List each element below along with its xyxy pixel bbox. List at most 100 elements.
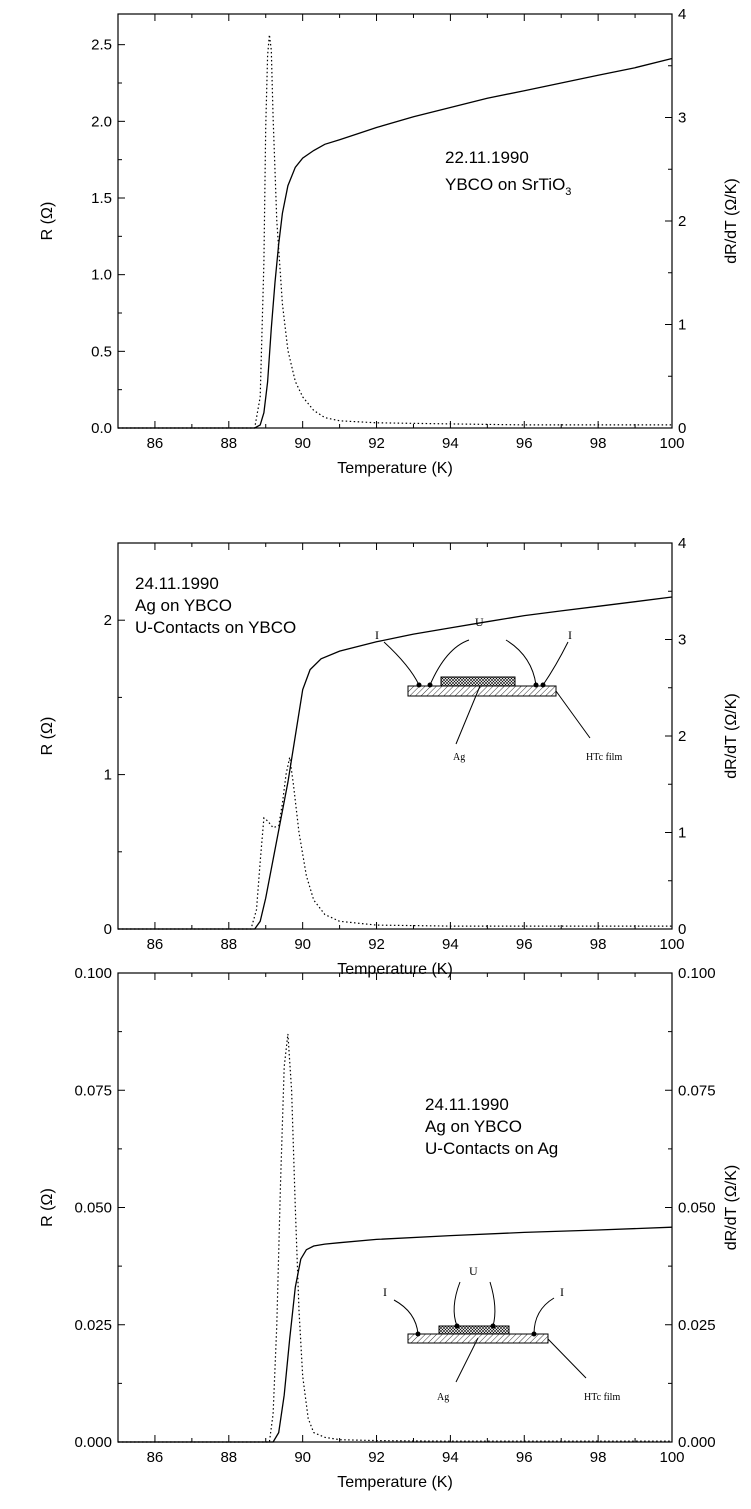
current-wire-left — [383, 641, 420, 686]
annotation-date: 22.11.1990 — [445, 148, 529, 167]
x-tick-label: 100 — [659, 1449, 684, 1466]
annotation-line: Ag on YBCO — [425, 1117, 522, 1136]
x-tick-label: 96 — [516, 435, 533, 452]
film-pointer — [547, 1338, 587, 1379]
x-axis-label: Temperature (K) — [337, 961, 453, 978]
ag-label: Ag — [437, 1392, 449, 1403]
ag-layer — [440, 676, 516, 687]
current-wire-right — [542, 641, 569, 686]
y-tick-label-left: 0.0 — [91, 420, 112, 437]
film-label: HTc film — [584, 1392, 620, 1403]
inset-schematic: I I U Ag HTc film — [375, 615, 622, 763]
y-axis-label-right: dR/dT (Ω/K) — [723, 1165, 740, 1250]
chart-panel-1: 86 88 90 92 94 96 98 100 0.0 0.5 1.0 1.5 2.0 2.5 0 1 2 3 4… — [39, 6, 740, 477]
series-line-dRdT — [118, 757, 672, 930]
annotation-line: 24.11.1990 — [425, 1095, 509, 1114]
x-tick-label: 92 — [368, 435, 385, 452]
current-wire-left — [393, 1299, 419, 1335]
current-label-left: I — [383, 1285, 387, 1299]
voltage-label: U — [469, 1264, 478, 1278]
voltage-wire-left — [429, 639, 470, 686]
y-tick-label-left: 1 — [104, 767, 112, 784]
y-tick-label-right: 0.000 — [678, 1434, 716, 1451]
x-tick-label: 94 — [442, 435, 459, 452]
ag-pointer — [455, 685, 481, 745]
annotation-sample-main: YBCO on SrTiO — [445, 175, 565, 194]
series-line-dRdT — [118, 34, 672, 429]
x-tick-label: 98 — [590, 1449, 607, 1466]
x-tick-label: 92 — [368, 1449, 385, 1466]
film-pointer — [555, 690, 591, 739]
y-tick-label-right: 3 — [678, 632, 686, 649]
y-tick-label-left: 0.025 — [74, 1317, 112, 1334]
y-axis-label-left: R (Ω) — [39, 717, 56, 756]
annotation-line: Ag on YBCO — [135, 596, 232, 615]
y-tick-label-right: 3 — [678, 110, 686, 127]
y-axis-label-right: dR/dT (Ω/K) — [723, 178, 740, 263]
series-line-R — [118, 57, 673, 429]
x-tick-label: 98 — [590, 435, 607, 452]
plot-frame — [117, 972, 673, 1443]
y-tick-label-left: 0 — [104, 921, 112, 938]
y-axis-label-left: R (Ω) — [39, 202, 56, 241]
voltage-wire-right — [489, 1281, 496, 1327]
x-tick-label: 88 — [220, 936, 237, 953]
ag-layer — [438, 1325, 510, 1335]
x-tick-label: 88 — [220, 1449, 237, 1466]
x-tick-label: 90 — [294, 936, 311, 953]
current-label-left: I — [375, 628, 379, 642]
y-tick-label-right: 2 — [678, 728, 686, 745]
y-tick-label-right: 0.100 — [678, 965, 716, 982]
y-tick-label-right: 0 — [678, 420, 686, 437]
x-tick-label: 96 — [516, 936, 533, 953]
y-tick-label-left: 0.075 — [74, 1082, 112, 1099]
plot-frame — [117, 13, 673, 429]
voltage-wire-left — [453, 1281, 461, 1327]
y-tick-label-left: 2.0 — [91, 113, 112, 130]
x-axis-label: Temperature (K) — [337, 1474, 453, 1491]
x-tick-label: 92 — [368, 936, 385, 953]
x-axis-label: Temperature (K) — [337, 460, 453, 477]
voltage-wire-right — [505, 639, 537, 686]
y-tick-label-right: 0.050 — [678, 1200, 716, 1217]
x-tick-label: 86 — [147, 435, 164, 452]
ag-label: Ag — [453, 752, 465, 763]
x-tick-label: 90 — [294, 435, 311, 452]
y-tick-label-left: 2.5 — [91, 37, 112, 54]
y-tick-label-right: 4 — [678, 535, 686, 552]
series-line-R — [118, 596, 673, 930]
inset-schematic: I I U Ag HTc film — [383, 1264, 620, 1403]
y-tick-label-left: 0.100 — [74, 965, 112, 982]
chart-panel-3: 86 88 90 92 94 96 98 1000.0000.0250.0500.0750.1… — [39, 965, 740, 1491]
current-wire-right — [533, 1297, 555, 1335]
y-tick-label-left: 0.000 — [74, 1434, 112, 1451]
y-tick-label-right: 1 — [678, 825, 686, 842]
annotation-line: 24.11.1990 — [135, 574, 219, 593]
annotation-sample-subscript: 3 — [565, 186, 571, 198]
x-tick-label: 86 — [147, 1449, 164, 1466]
annotation-line: U-Contacts on Ag — [425, 1139, 558, 1158]
film-label: HTc film — [586, 752, 622, 763]
annotation-sample: YBCO on SrTiO3 — [445, 175, 571, 198]
voltage-label: U — [475, 615, 484, 629]
x-tick-label: 100 — [659, 936, 684, 953]
x-tick-label: 86 — [147, 936, 164, 953]
x-tick-label: 94 — [442, 1449, 459, 1466]
x-tick-label: 90 — [294, 1449, 311, 1466]
x-tick-label: 98 — [590, 936, 607, 953]
y-tick-label-right: 4 — [678, 6, 686, 23]
y-tick-label-left: 2 — [104, 612, 112, 629]
y-tick-label-left: 0.050 — [74, 1200, 112, 1217]
x-tick-label: 88 — [220, 435, 237, 452]
y-tick-label-left: 1.5 — [91, 190, 112, 207]
y-tick-label-right: 0.075 — [678, 1082, 716, 1099]
annotation-line: U-Contacts on YBCO — [135, 618, 296, 637]
x-tick-label: 94 — [442, 936, 459, 953]
y-tick-label-right: 0 — [678, 921, 686, 938]
y-tick-label-right: 1 — [678, 317, 686, 334]
ag-pointer — [455, 1337, 479, 1383]
current-label-right: I — [560, 1285, 564, 1299]
x-tick-label: 96 — [516, 1449, 533, 1466]
